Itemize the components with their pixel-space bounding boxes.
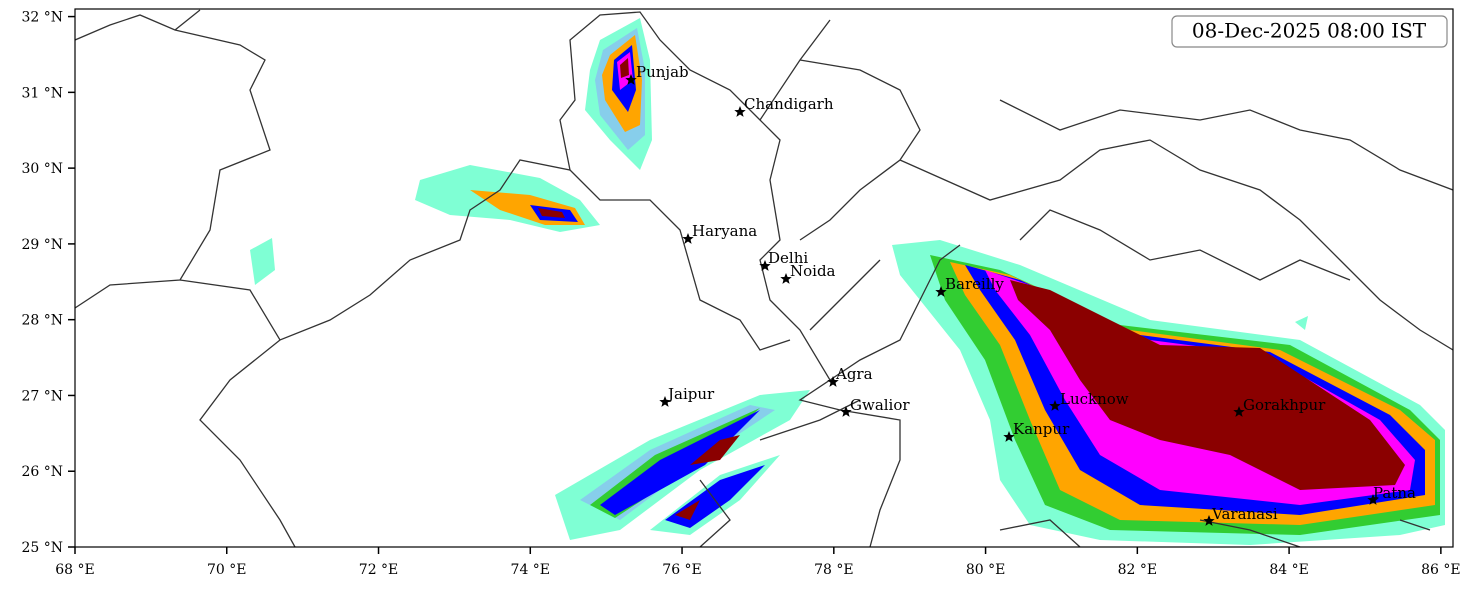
city-label: Lucknow (1060, 390, 1129, 408)
y-tick-label: 31 °N (21, 85, 63, 101)
x-tick-label: 80 °E (966, 562, 1005, 578)
x-tick-label: 68 °E (55, 562, 94, 578)
x-tick-label: 78 °E (814, 562, 853, 578)
y-tick-label: 32 °N (21, 10, 63, 26)
city-label: Gorakhpur (1243, 396, 1326, 414)
city-label: Delhi (768, 249, 808, 267)
city-markers: Punjab Chandigarh Haryana Delhi Noida Ba… (625, 63, 1416, 526)
city-label: Chandigarh (744, 95, 834, 113)
city-label: Kanpur (1013, 420, 1070, 438)
x-tick-label: 70 °E (207, 562, 246, 578)
city-label: Agra (835, 365, 873, 383)
city-label: Gwalior (850, 396, 910, 414)
title-box (1171, 15, 1448, 48)
x-tick-label: 76 °E (662, 562, 701, 578)
y-tick-label: 29 °N (21, 237, 63, 253)
city-label: Noida (790, 262, 836, 280)
precipitation-field (250, 18, 1445, 545)
city-label: Varanasi (1211, 505, 1278, 523)
timestamp-title: 08-Dec-2025 08:00 IST (1192, 19, 1427, 43)
city-label: Patna (1373, 484, 1416, 502)
y-tick-label: 27 °N (21, 388, 63, 404)
y-tick-label: 30 °N (21, 161, 63, 177)
x-tick-label: 84 °E (1269, 562, 1308, 578)
city-label: Jaipur (666, 385, 715, 403)
x-tick-label: 72 °E (359, 562, 398, 578)
admin-borders (75, 9, 1453, 547)
x-tick-label: 74 °E (511, 562, 550, 578)
x-tick-label: 82 °E (1118, 562, 1157, 578)
plot-frame (74, 8, 1454, 548)
y-tick-label: 28 °N (21, 313, 63, 329)
city-label: Punjab (636, 63, 689, 81)
city-label: Haryana (692, 222, 757, 240)
city-label: Bareilly (945, 275, 1004, 293)
y-tick-label: 26 °N (21, 464, 63, 480)
x-tick-label: 86 °E (1421, 562, 1460, 578)
y-tick-label: 25 °N (21, 540, 63, 556)
